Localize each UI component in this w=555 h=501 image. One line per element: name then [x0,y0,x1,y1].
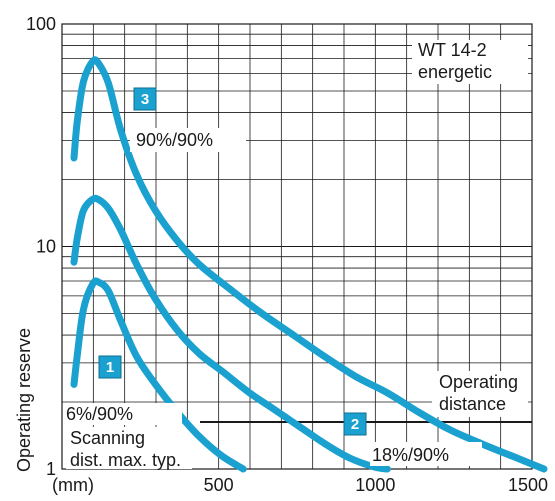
series-2-badge: 2 [343,412,367,436]
x-tick-label: 1000 [355,475,395,495]
y-axis-label: Operating reserve [14,328,34,472]
series-3-label-backdrop [130,128,246,152]
scanning-distance-label-1: Scanning [70,428,145,448]
operating-distance-backdrop [432,371,528,417]
series-3-line [70,56,548,473]
series-lines [70,56,548,473]
series-1-label-backdrop [64,403,182,425]
x-ticks: 500 1000 1500 [204,475,548,495]
y-tick-label: 10 [36,237,56,257]
y-ticks: 1 10 100 [26,14,56,479]
y-axis-label-mark [0,163,6,187]
y-tick-label: 100 [26,14,56,34]
series-2-line [70,194,391,473]
series-3-badge-box [133,87,157,111]
series-1-badge-number: 1 [106,359,114,376]
y-tick-label: 1 [46,459,56,479]
scanning-distance-label-2: dist. max. typ. [70,450,181,470]
series-2-badge-box [343,412,367,436]
series-2-label-backdrop [370,442,482,466]
series-1-badge-box [98,355,122,379]
x-tick-label: 1500 [508,475,548,495]
chart-title-line-2: energetic [418,62,492,82]
chart-title-line-1: WT 14-2 [418,40,487,60]
scanning-distance-backdrop [66,427,192,469]
plot-frame [61,23,533,470]
x-tick-label: 500 [204,475,234,495]
series-1-label: 6%/90% [66,404,133,424]
x-axis-label: (mm) [52,475,94,495]
series-3-badge: 3 [133,87,157,111]
series-3-badge-number: 3 [141,91,149,108]
series-3-label: 90%/90% [136,130,213,150]
title-backdrop [412,40,528,84]
series-2-label: 18%/90% [372,445,449,465]
operating-distance-label-2: distance [439,394,506,414]
series-1-badge: 1 [98,355,122,379]
operating-distance-label-1: Operating [439,372,518,392]
series-2-badge-number: 2 [351,416,359,433]
series-1-line [70,277,247,473]
